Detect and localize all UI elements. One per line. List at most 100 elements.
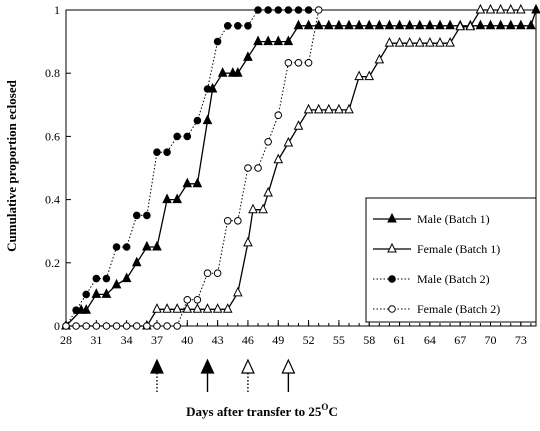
data-point bbox=[173, 322, 181, 330]
data-point bbox=[404, 37, 415, 47]
data-point bbox=[122, 322, 131, 330]
data-point bbox=[284, 58, 293, 67]
data-point bbox=[384, 37, 395, 47]
data-point bbox=[283, 35, 294, 46]
data-point bbox=[258, 203, 268, 214]
data-point bbox=[244, 164, 252, 172]
x-axis-title: Days after transfer to 25OC bbox=[186, 402, 338, 419]
series-2 bbox=[62, 6, 313, 330]
data-point bbox=[102, 322, 111, 330]
data-point bbox=[293, 120, 304, 130]
data-point bbox=[121, 272, 132, 283]
data-point bbox=[152, 303, 162, 313]
legend-label-male-batch1: Male (Batch 1) bbox=[417, 212, 490, 226]
data-point bbox=[213, 37, 222, 46]
data-point bbox=[172, 193, 182, 204]
data-point bbox=[445, 19, 455, 30]
axes: 0 0.2 0.4 0.6 0.8 1 28 31 34 37 40 43 46 49 52 55 58 61 64… bbox=[45, 3, 537, 347]
data-point bbox=[394, 37, 405, 47]
data-point bbox=[192, 303, 203, 313]
data-point bbox=[364, 70, 375, 81]
x-tick-label: 43 bbox=[212, 333, 224, 347]
data-point bbox=[143, 211, 151, 220]
x-tick-label: 37 bbox=[151, 333, 163, 347]
data-point bbox=[122, 243, 131, 251]
annotation-arrow-0 bbox=[150, 358, 164, 392]
data-point bbox=[384, 19, 395, 30]
data-point bbox=[425, 19, 435, 30]
series-1 bbox=[61, 3, 526, 330]
data-point bbox=[92, 274, 101, 283]
data-point bbox=[162, 303, 172, 313]
data-point bbox=[354, 19, 364, 30]
x-tick-label: 49 bbox=[272, 333, 284, 347]
data-point bbox=[263, 35, 273, 46]
data-point bbox=[314, 6, 323, 14]
data-point bbox=[273, 153, 284, 164]
y-tick-label: 0.6 bbox=[45, 129, 60, 143]
data-point bbox=[374, 53, 385, 64]
data-point bbox=[313, 19, 324, 30]
y-tick-label: 0 bbox=[54, 319, 60, 333]
data-point bbox=[404, 19, 415, 30]
data-point bbox=[354, 70, 364, 81]
x-tick-label: 55 bbox=[333, 333, 345, 347]
data-point bbox=[485, 19, 496, 30]
arrow-head bbox=[240, 358, 255, 374]
data-point bbox=[516, 19, 526, 30]
data-point bbox=[62, 322, 70, 330]
data-point bbox=[223, 216, 232, 225]
x-tick-label: 58 bbox=[363, 333, 375, 347]
data-point bbox=[374, 19, 385, 30]
data-point bbox=[394, 19, 405, 30]
data-point bbox=[152, 240, 162, 251]
data-point bbox=[111, 278, 122, 289]
arrow-head bbox=[281, 358, 296, 374]
data-point bbox=[313, 103, 324, 114]
x-tick-label: 34 bbox=[121, 333, 133, 347]
data-point bbox=[293, 19, 304, 30]
data-point bbox=[112, 243, 121, 251]
data-point bbox=[243, 51, 253, 61]
data-point bbox=[414, 37, 425, 47]
data-point bbox=[234, 216, 242, 225]
data-point bbox=[254, 6, 262, 14]
legend-marker bbox=[388, 305, 396, 313]
arrow-head bbox=[150, 358, 164, 374]
y-tick-label: 1 bbox=[54, 3, 60, 17]
y-tick-label: 0.8 bbox=[45, 66, 60, 80]
data-point bbox=[81, 304, 92, 314]
data-point bbox=[248, 203, 258, 214]
data-point bbox=[465, 20, 476, 31]
data-point bbox=[173, 132, 181, 141]
data-point bbox=[455, 20, 466, 31]
data-point bbox=[273, 35, 284, 46]
legend-marker bbox=[388, 275, 396, 283]
data-point bbox=[234, 22, 242, 30]
data-point bbox=[505, 3, 516, 14]
data-point bbox=[102, 274, 111, 283]
x-tick-label: 31 bbox=[90, 333, 102, 347]
annotation-arrow-2 bbox=[240, 358, 255, 392]
data-point bbox=[203, 269, 212, 278]
data-point bbox=[294, 58, 303, 67]
series-0 bbox=[61, 3, 540, 330]
data-point bbox=[344, 103, 354, 114]
data-point bbox=[91, 288, 102, 298]
data-point bbox=[182, 303, 193, 313]
data-point bbox=[213, 269, 222, 278]
data-point bbox=[505, 19, 516, 30]
data-point bbox=[143, 322, 151, 330]
legend-label-female-batch1: Female (Batch 1) bbox=[417, 242, 500, 256]
data-point bbox=[212, 303, 223, 313]
series-line-2 bbox=[65, 9, 309, 327]
data-point bbox=[132, 322, 141, 330]
data-point bbox=[264, 6, 272, 14]
data-point bbox=[445, 37, 455, 47]
annotation-arrows bbox=[150, 358, 296, 392]
data-point bbox=[131, 256, 142, 267]
data-point bbox=[303, 103, 314, 114]
y-tick-label: 0.2 bbox=[45, 256, 60, 270]
y-axis-title: Cumulative proportion eclosed bbox=[4, 79, 19, 251]
